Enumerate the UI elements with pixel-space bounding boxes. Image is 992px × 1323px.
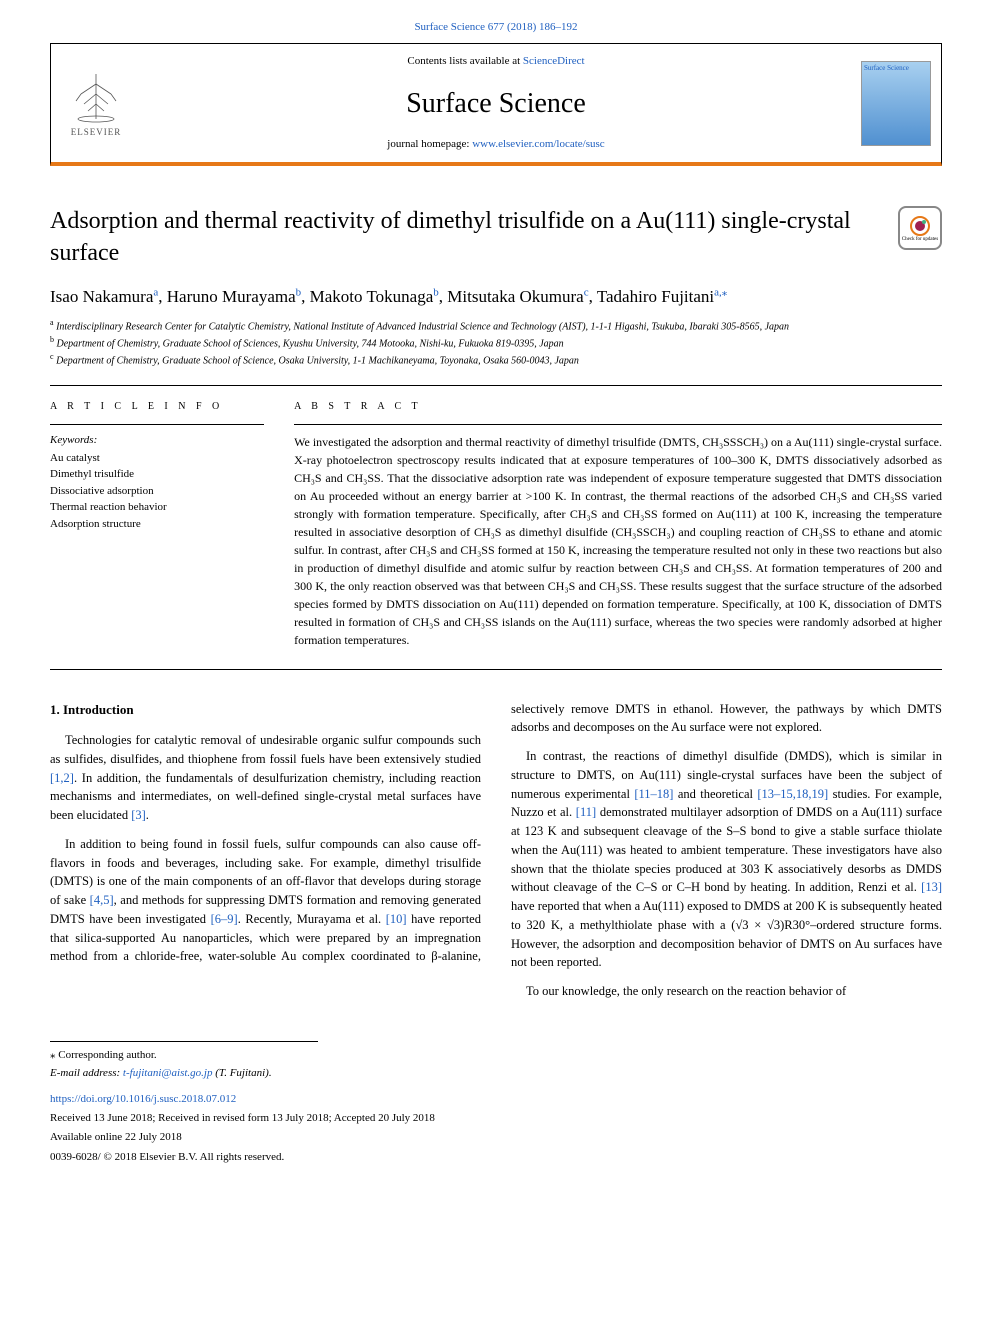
keywords-label: Keywords: <box>50 433 264 448</box>
check-updates-text: Check for updates <box>902 237 938 242</box>
header-center: Contents lists available at ScienceDirec… <box>141 44 851 162</box>
keyword-3: Dissociative adsorption <box>50 483 264 500</box>
divider-bottom <box>50 669 942 670</box>
check-updates-badge[interactable]: Check for updates <box>898 206 942 250</box>
elsevier-text: ELSEVIER <box>71 126 122 139</box>
abstract-divider <box>294 424 942 425</box>
p1c: . <box>146 808 149 822</box>
journal-cover[interactable]: Surface Science <box>851 44 941 162</box>
affiliations: a Interdisciplinary Research Center for … <box>50 317 942 369</box>
cover-label: Surface Science <box>862 62 930 76</box>
email-link[interactable]: t-fujitani@aist.go.jp <box>123 1067 213 1079</box>
corresponding-author: ⁎ Corresponding author. <box>50 1048 942 1063</box>
affiliation-b: b Department of Chemistry, Graduate Scho… <box>50 334 942 351</box>
email-name: (T. Fujitani). <box>213 1067 272 1079</box>
keyword-2: Dimethyl trisulfide <box>50 466 264 483</box>
article-info: A R T I C L E I N F O Keywords: Au catal… <box>50 400 264 649</box>
elsevier-tree-icon <box>66 69 126 124</box>
abstract-text: We investigated the adsorption and therm… <box>294 433 942 649</box>
contents-line: Contents lists available at ScienceDirec… <box>141 54 851 69</box>
author-4-sup[interactable]: c <box>584 286 589 298</box>
aff-a-text: Interdisciplinary Research Center for Ca… <box>56 321 789 332</box>
info-divider <box>50 424 264 425</box>
p1b: . In addition, the fundamentals of desul… <box>50 771 481 823</box>
journal-header: ELSEVIER Contents lists available at Sci… <box>50 43 942 166</box>
ref-4-5[interactable]: [4,5] <box>90 893 114 907</box>
para-3: In contrast, the reactions of dimethyl d… <box>511 747 942 972</box>
cover-thumbnail: Surface Science <box>861 61 931 146</box>
authors: Isao Nakamuraa, Haruno Murayamab, Makoto… <box>50 285 942 309</box>
ref-13-19[interactable]: [13–15,18,19] <box>757 787 828 801</box>
para-1: Technologies for catalytic removal of un… <box>50 731 481 825</box>
sciencedirect-link[interactable]: ScienceDirect <box>523 55 585 67</box>
divider-top <box>50 385 942 386</box>
author-3-sup[interactable]: b <box>433 286 439 298</box>
copyright-line: 0039-6028/ © 2018 Elsevier B.V. All righ… <box>50 1149 942 1166</box>
journal-ref-top[interactable]: Surface Science 677 (2018) 186–192 <box>50 20 942 35</box>
info-abstract-row: A R T I C L E I N F O Keywords: Au catal… <box>50 400 942 649</box>
homepage-prefix: journal homepage: <box>387 138 472 150</box>
aff-c-text: Department of Chemistry, Graduate School… <box>56 356 579 367</box>
affiliation-c: c Department of Chemistry, Graduate Scho… <box>50 351 942 368</box>
author-4: Mitsutaka Okumura <box>447 287 583 306</box>
ref-13[interactable]: [13] <box>921 880 942 894</box>
p3e: have reported that when a Au(111) expose… <box>511 899 942 969</box>
aff-b-text: Department of Chemistry, Graduate School… <box>57 338 564 349</box>
article-info-label: A R T I C L E I N F O <box>50 400 264 414</box>
homepage-url[interactable]: www.elsevier.com/locate/susc <box>472 138 604 150</box>
doi-link[interactable]: https://doi.org/10.1016/j.susc.2018.07.0… <box>50 1092 942 1107</box>
contents-prefix: Contents lists available at <box>407 55 522 67</box>
article-title: Adsorption and thermal reactivity of dim… <box>50 206 886 268</box>
author-5: Tadahiro Fujitani <box>597 287 714 306</box>
affiliation-a: a Interdisciplinary Research Center for … <box>50 317 942 334</box>
p1a: Technologies for catalytic removal of un… <box>50 733 481 766</box>
ref-11[interactable]: [11] <box>576 805 596 819</box>
email-line: E-mail address: t-fujitani@aist.go.jp (T… <box>50 1066 942 1081</box>
ref-1-2[interactable]: [1,2] <box>50 771 74 785</box>
author-1: Isao Nakamura <box>50 287 153 306</box>
p3b: and theoretical <box>673 787 757 801</box>
author-2-sup[interactable]: b <box>296 286 302 298</box>
journal-name: Surface Science <box>141 84 851 123</box>
journal-homepage: journal homepage: www.elsevier.com/locat… <box>141 137 851 152</box>
ref-3[interactable]: [3] <box>131 808 146 822</box>
keyword-4: Thermal reaction behavior <box>50 499 264 516</box>
footer-separator <box>50 1041 318 1042</box>
keyword-5: Adsorption structure <box>50 516 264 533</box>
p2c: . Recently, Murayama et al. <box>238 912 386 926</box>
title-row: Adsorption and thermal reactivity of dim… <box>50 206 942 268</box>
author-5-sup[interactable]: a, <box>714 286 722 298</box>
available-line: Available online 22 July 2018 <box>50 1129 942 1146</box>
check-updates-icon <box>909 215 931 237</box>
elsevier-logo[interactable]: ELSEVIER <box>51 44 141 162</box>
intro-heading: 1. Introduction <box>50 700 481 720</box>
abstract: A B S T R A C T We investigated the adso… <box>294 400 942 649</box>
para-4: To our knowledge, the only research on t… <box>511 982 942 1001</box>
body-text: 1. Introduction Technologies for catalyt… <box>50 700 942 1001</box>
ref-6-9[interactable]: [6–9] <box>211 912 238 926</box>
abstract-label: A B S T R A C T <box>294 400 942 414</box>
author-1-sup[interactable]: a <box>153 286 158 298</box>
email-label-text: E-mail address: <box>50 1067 123 1079</box>
keyword-1: Au catalyst <box>50 450 264 467</box>
author-2: Haruno Murayama <box>167 287 296 306</box>
ref-10[interactable]: [10] <box>386 912 407 926</box>
author-5-star[interactable]: ⁎ <box>722 286 728 298</box>
ref-11-18[interactable]: [11–18] <box>634 787 673 801</box>
author-3: Makoto Tokunaga <box>310 287 434 306</box>
received-line: Received 13 June 2018; Received in revis… <box>50 1110 942 1127</box>
